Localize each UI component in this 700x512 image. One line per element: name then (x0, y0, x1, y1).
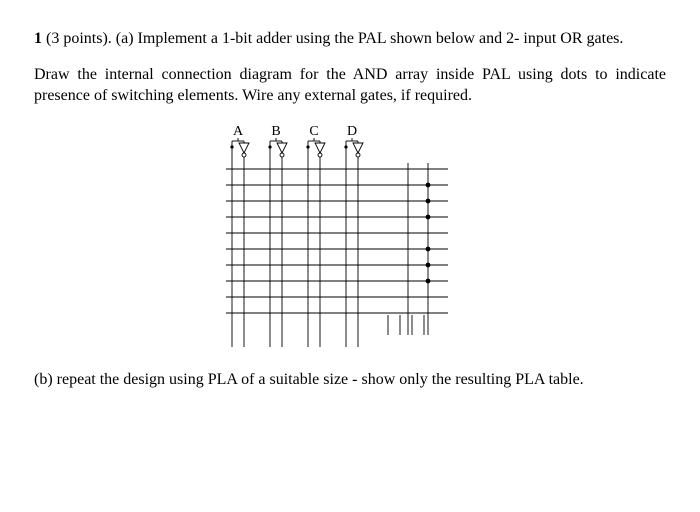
pal-svg: A B C D (200, 121, 500, 351)
svg-text:A: A (233, 124, 244, 139)
svg-text:D: D (347, 124, 357, 139)
question-instruction: Draw the internal connection diagram for… (34, 64, 666, 107)
question-part-a: 1 (3 points). (a) Implement a 1-bit adde… (34, 28, 666, 50)
svg-text:B: B (271, 124, 280, 139)
q-points: (3 points). (46, 30, 112, 47)
pal-diagram: A B C D (34, 121, 666, 351)
q-number: 1 (34, 30, 42, 47)
q-part-a-text: (a) Implement a 1-bit adder using the PA… (112, 30, 624, 47)
question-part-b: (b) repeat the design using PLA of a sui… (34, 369, 666, 391)
svg-text:C: C (309, 124, 318, 139)
